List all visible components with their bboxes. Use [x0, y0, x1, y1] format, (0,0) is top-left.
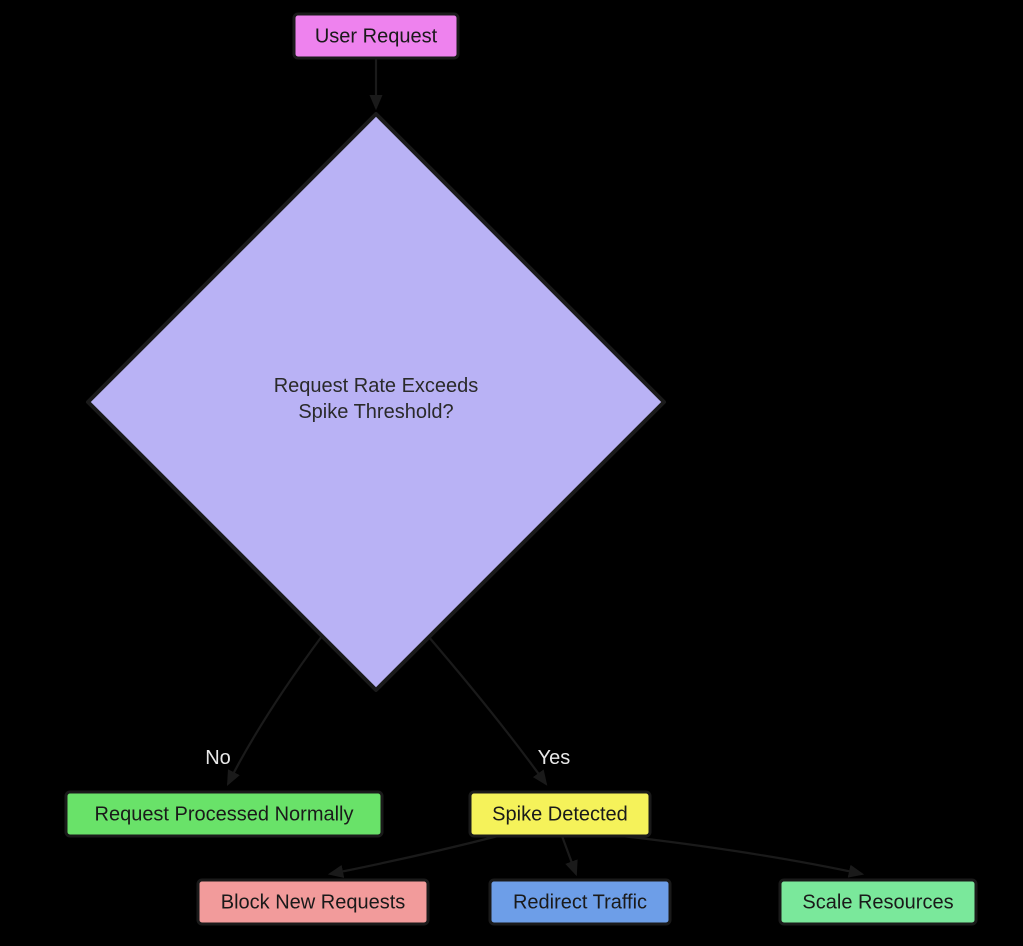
- edge-label: Yes: [538, 747, 571, 769]
- edge-decision-processed-normally: No: [205, 636, 322, 784]
- node-label: Scale Resources: [802, 891, 953, 913]
- node-block-new-requests: Block New Requests: [198, 880, 428, 924]
- node-processed-normally: Request Processed Normally: [66, 792, 382, 836]
- edge-decision-spike-detected: Yes: [428, 636, 570, 784]
- node-label: Spike Detected: [492, 803, 628, 825]
- node-label: Redirect Traffic: [513, 891, 647, 913]
- node-scale-resources: Scale Resources: [780, 880, 976, 924]
- node-label: Block New Requests: [221, 891, 406, 913]
- edge-spike-detected-block-new-requests: [330, 836, 498, 874]
- node-decision: Request Rate ExceedsSpike Threshold?: [88, 114, 664, 690]
- node-user-request: User Request: [294, 14, 458, 58]
- node-label: User Request: [315, 25, 438, 47]
- node-redirect-traffic: Redirect Traffic: [490, 880, 670, 924]
- edge-spike-detected-redirect-traffic: [562, 836, 576, 874]
- flowchart-canvas: No Yes User Request Request Rate ExceedsSp…: [0, 0, 1023, 946]
- node-spike-detected: Spike Detected: [470, 792, 650, 836]
- nodes: User Request Request Rate ExceedsSpike Th…: [66, 14, 976, 924]
- node-label: Request Processed Normally: [95, 803, 354, 825]
- edge-label: No: [205, 747, 231, 769]
- edge-spike-detected-scale-resources: [622, 836, 862, 874]
